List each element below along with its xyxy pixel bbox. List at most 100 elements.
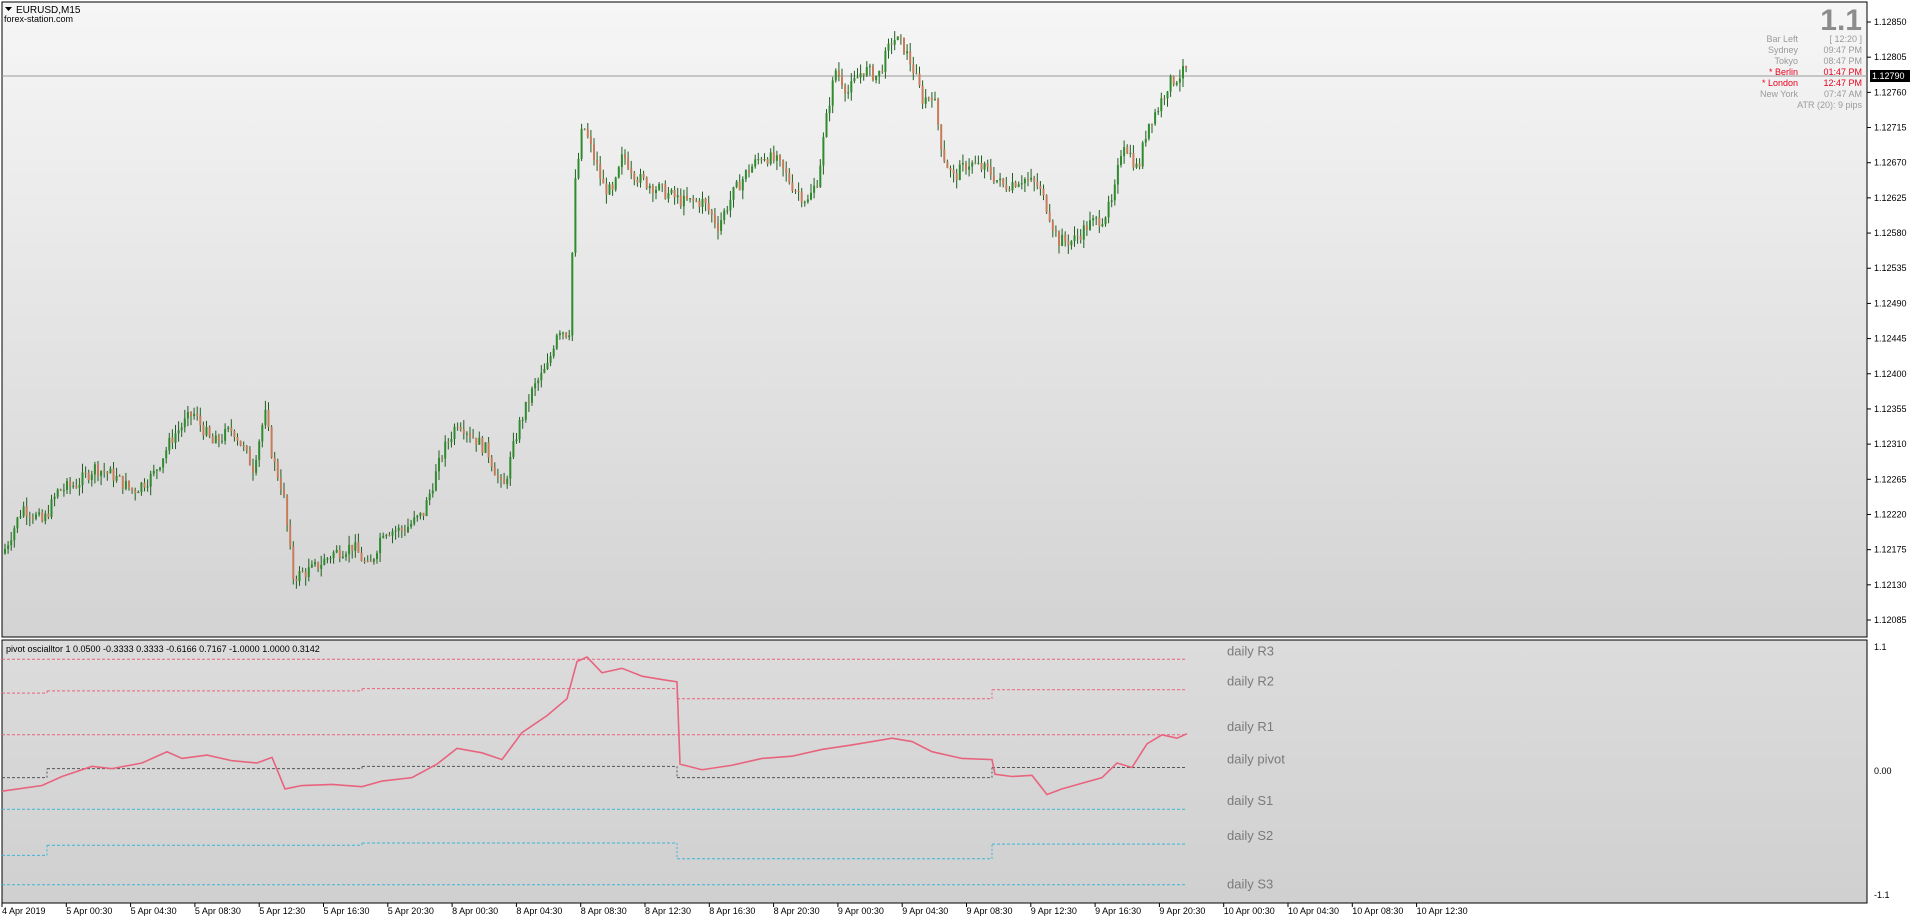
candle-body: [527, 401, 530, 403]
candle-body: [930, 97, 933, 101]
candle-body: [267, 409, 270, 428]
time-axis-label: 9 Apr 00:30: [838, 906, 884, 916]
candle-body: [376, 553, 378, 560]
candle-body: [980, 162, 983, 170]
candle-body: [155, 469, 158, 471]
candle-body: [775, 155, 778, 161]
candle-body: [558, 332, 561, 336]
time-axis-label: 9 Apr 20:30: [1159, 906, 1205, 916]
candle-body: [295, 579, 298, 581]
candle-body: [1092, 218, 1095, 221]
candle-body: [109, 468, 112, 474]
candle-body: [388, 535, 391, 537]
candle-body: [97, 464, 99, 476]
osc-axis-label-zero: 0.00: [1874, 766, 1892, 776]
candle-body: [741, 179, 744, 191]
candle-body: [496, 475, 499, 477]
candle-body: [434, 471, 437, 491]
candle-body: [834, 70, 837, 81]
time-axis-label: 10 Apr 00:30: [1224, 906, 1275, 916]
time-axis-label: 5 Apr 20:30: [388, 906, 434, 916]
info-row-label: New York: [1760, 89, 1799, 99]
price-pane[interactable]: [1, 1, 1868, 638]
candle-body: [258, 441, 261, 461]
time-axis-label: 9 Apr 08:30: [967, 906, 1013, 916]
candle-body: [949, 168, 952, 170]
price-axis-label: 1.12400: [1874, 369, 1907, 379]
candle-body: [633, 172, 636, 180]
candle-body: [630, 168, 633, 173]
candle-body: [614, 177, 617, 190]
candle-body: [831, 80, 834, 106]
candle-body: [152, 470, 155, 474]
candle-body: [1110, 200, 1113, 202]
oscillator-line-group: [1, 656, 1188, 796]
candle-body: [22, 506, 25, 517]
candle-body: [10, 540, 13, 546]
candle-body: [447, 441, 450, 443]
level-label-r2: daily R2: [1227, 674, 1274, 689]
level-label-s1: daily S1: [1227, 793, 1273, 808]
candle-body: [44, 513, 47, 522]
candle-body: [379, 537, 382, 554]
candle-body: [1182, 65, 1184, 79]
candle-body: [682, 195, 685, 207]
candle-body: [549, 356, 552, 363]
oscillator-title: pivot oscialltor 1 0.0500 -0.3333 0.3333…: [6, 644, 320, 654]
candle-body: [837, 70, 840, 76]
candle-body: [965, 163, 967, 170]
time-axis-label: 8 Apr 12:30: [645, 906, 691, 916]
candle-body: [1132, 152, 1135, 168]
candle-body: [190, 411, 192, 417]
candle-body: [183, 418, 186, 428]
candle-body: [1157, 111, 1160, 113]
candle-body: [248, 449, 251, 466]
candle-body: [112, 468, 115, 481]
price-axis-label: 1.12625: [1874, 193, 1907, 203]
candle-body: [692, 198, 695, 201]
candle-body: [788, 172, 791, 183]
candle-body: [1123, 147, 1126, 157]
candle-body: [314, 562, 316, 565]
candle-body: [1036, 182, 1039, 187]
candle-body: [503, 479, 506, 485]
price-axis-label: 1.12850: [1874, 17, 1907, 27]
candle-body: [859, 73, 862, 78]
candle-body: [1089, 220, 1091, 230]
candle-body: [865, 67, 868, 76]
candle-body: [955, 173, 958, 181]
candle-body: [100, 471, 103, 476]
candle-body: [689, 198, 692, 200]
candle-body: [794, 190, 797, 192]
candle-body: [766, 159, 769, 164]
candle-body: [617, 167, 620, 178]
candle-body: [202, 425, 205, 436]
candle-body: [310, 564, 313, 568]
candle-body: [1135, 163, 1138, 168]
candle-body: [115, 475, 118, 481]
candle-body: [515, 439, 518, 442]
osc-axis-label-top: 1.1: [1874, 642, 1887, 652]
dropdown-triangle-icon[interactable]: [5, 7, 12, 11]
candle-body: [28, 515, 31, 518]
candle-body: [500, 476, 502, 480]
candle-body: [992, 175, 995, 182]
candle-body: [518, 420, 521, 440]
candle-body: [1085, 225, 1088, 230]
candle-body: [899, 36, 902, 38]
time-axis-label: 5 Apr 08:30: [195, 906, 241, 916]
candle-body: [459, 427, 462, 430]
time-axis-label: 8 Apr 20:30: [774, 906, 820, 916]
price-axis-label: 1.12445: [1874, 334, 1907, 344]
candle-body: [1058, 232, 1060, 247]
candle-body: [1076, 235, 1079, 237]
candle-body: [403, 530, 406, 533]
price-axis-label: 1.12220: [1874, 509, 1907, 519]
candle-body: [540, 372, 543, 381]
oscillator-pane[interactable]: [1, 639, 1868, 904]
candle-body: [1166, 91, 1169, 99]
candle-body: [735, 181, 738, 188]
candle-body: [137, 491, 140, 494]
candle-body: [717, 223, 719, 231]
candle-body: [822, 137, 825, 166]
